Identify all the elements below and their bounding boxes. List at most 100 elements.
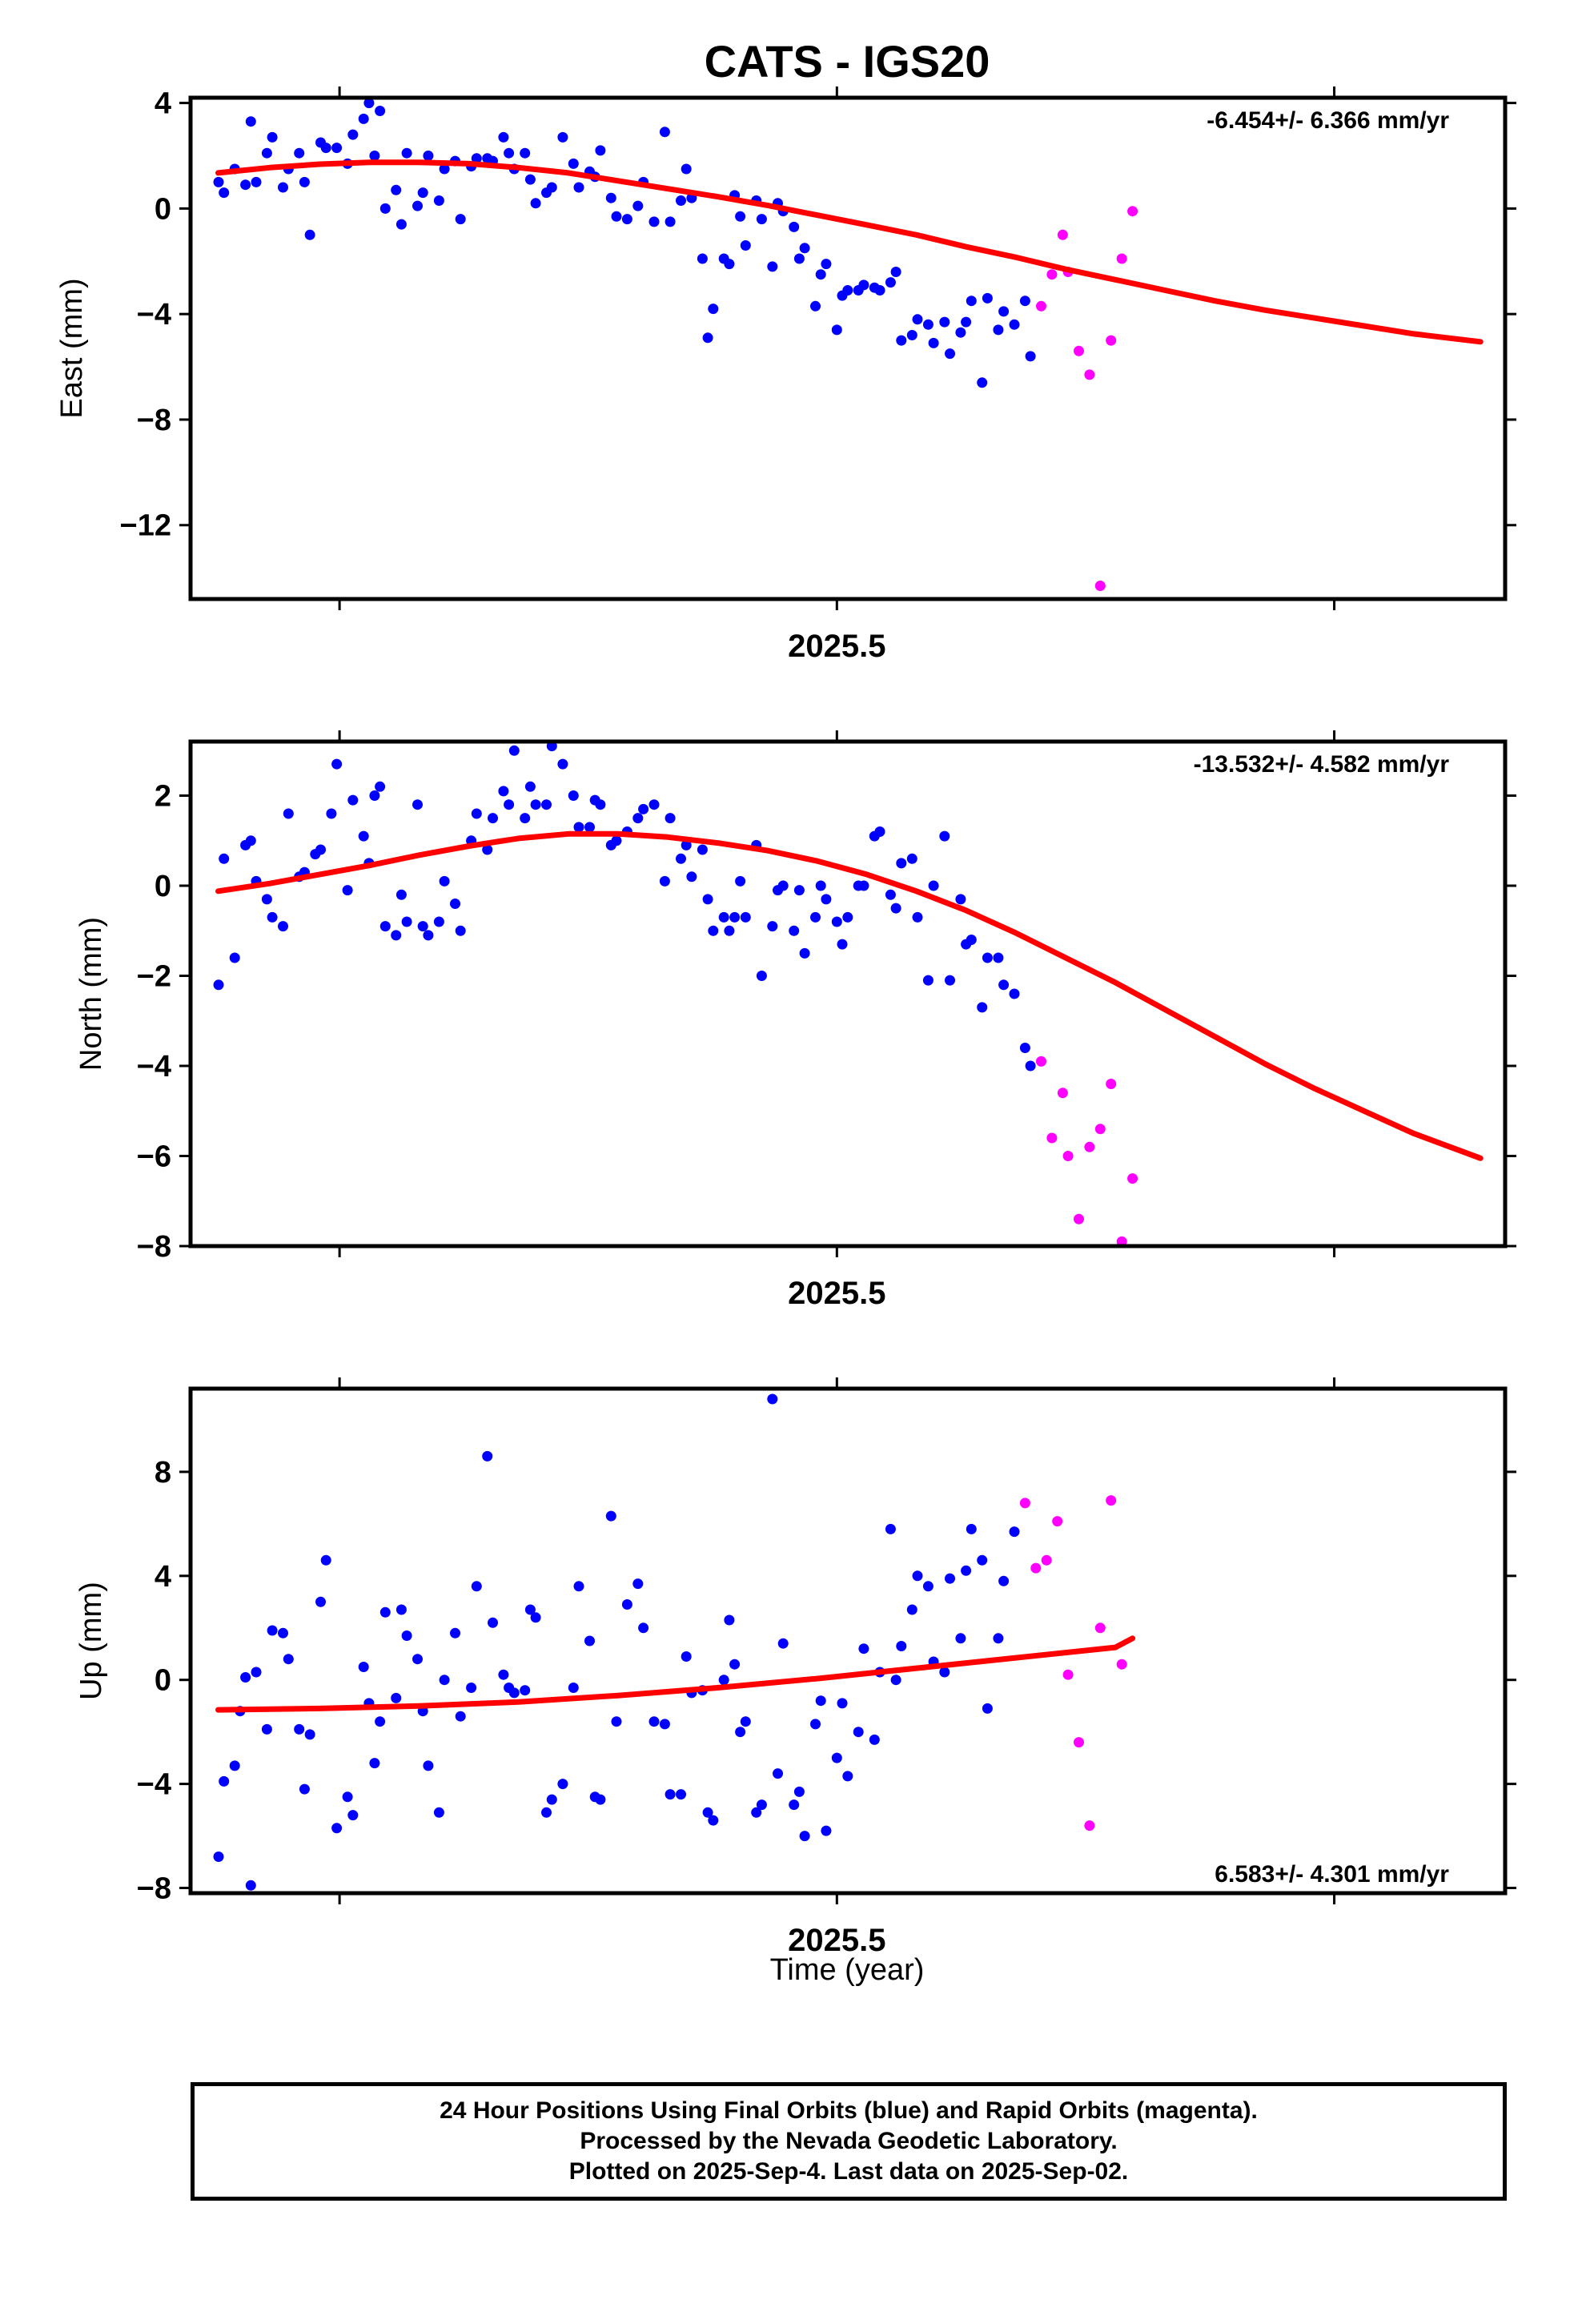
x-axis-label: Time (year) <box>770 1953 925 1987</box>
east-final-orbit-point <box>874 285 885 296</box>
east-xtick-label: 2025.5 <box>788 629 885 664</box>
east-final-orbit-point <box>401 147 412 159</box>
up-final-orbit-point <box>520 1685 531 1696</box>
north-ytick-label: 0 <box>155 870 171 903</box>
north-final-orbit-point <box>1019 1043 1030 1053</box>
east-ytick-label: −8 <box>137 404 171 437</box>
north-final-orbit-point <box>821 894 832 905</box>
north-final-orbit-point <box>508 745 520 756</box>
east-rapid-orbit-point <box>1127 206 1138 217</box>
up-final-orbit-point <box>471 1581 482 1592</box>
north-final-orbit-point <box>890 903 901 914</box>
east-final-orbit-point <box>379 203 391 214</box>
north-final-orbit-point <box>439 875 450 887</box>
east-final-orbit-point <box>977 377 988 388</box>
up-final-orbit-point <box>982 1703 993 1714</box>
north-final-orbit-point <box>1009 988 1020 999</box>
north-final-orbit-point <box>229 952 240 963</box>
east-final-orbit-point <box>885 277 896 288</box>
north-final-orbit-point <box>702 894 713 905</box>
up-ytick-label: 0 <box>155 1664 171 1698</box>
up-plot-frame <box>188 1386 1508 1896</box>
north-ytick-label: −4 <box>137 1050 171 1084</box>
east-final-orbit-point <box>240 179 251 191</box>
north-final-orbit-point <box>708 925 719 936</box>
north-final-orbit-point <box>342 885 353 896</box>
up-final-orbit-point <box>488 1617 498 1628</box>
up-final-orbit-point <box>219 1775 230 1787</box>
north-final-orbit-point <box>396 889 407 900</box>
up-ytick-label: 4 <box>155 1560 171 1594</box>
east-final-orbit-point <box>219 187 230 199</box>
north-final-orbit-point <box>729 911 741 923</box>
north-final-orbit-point <box>455 925 466 936</box>
east-final-orbit-point <box>681 163 692 175</box>
east-rate-label: -6.454+/- 6.366 mm/yr <box>1207 107 1449 134</box>
up-final-orbit-point <box>638 1622 649 1634</box>
up-final-orbit-point <box>498 1669 509 1680</box>
north-ytick-label: 2 <box>155 780 171 814</box>
east-final-orbit-point <box>396 219 407 230</box>
north-rapid-orbit-point <box>1057 1088 1068 1099</box>
north-final-orbit-point <box>504 799 515 810</box>
east-final-orbit-point <box>928 337 939 348</box>
east-final-orbit-point <box>439 163 450 175</box>
up-final-orbit-point <box>799 1831 810 1842</box>
north-final-orbit-point <box>799 947 810 959</box>
east-ytick-label: 4 <box>155 87 171 121</box>
up-ytick-label: −4 <box>137 1768 171 1802</box>
east-final-orbit-point <box>251 176 262 187</box>
north-final-orbit-point <box>789 925 800 936</box>
north-final-orbit-point <box>423 930 434 941</box>
figure-title: CATS - IGS20 <box>705 36 990 86</box>
north-final-orbit-point <box>638 803 649 814</box>
up-final-orbit-point <box>412 1654 423 1665</box>
east-final-orbit-point <box>939 316 950 328</box>
north-final-orbit-point <box>777 880 789 891</box>
north-final-orbit-point <box>815 880 826 891</box>
up-final-orbit-point <box>939 1667 950 1678</box>
up-final-orbit-point <box>831 1752 842 1763</box>
north-rapid-orbit-point <box>1094 1124 1106 1135</box>
east-final-orbit-point <box>858 279 869 291</box>
east-final-orbit-point <box>498 131 509 143</box>
up-final-orbit-point <box>304 1729 315 1740</box>
up-final-orbit-point <box>261 1723 272 1735</box>
up-final-orbit-point <box>853 1727 864 1738</box>
up-final-orbit-point <box>245 1880 256 1891</box>
up-rapid-orbit-point <box>1106 1495 1117 1506</box>
up-final-orbit-point <box>283 1654 294 1665</box>
north-final-orbit-point <box>267 911 278 923</box>
east-final-orbit-point <box>961 316 972 328</box>
east-final-orbit-point <box>993 324 1004 336</box>
east-trend-line <box>215 159 1484 345</box>
up-final-orbit-point <box>541 1807 552 1818</box>
north-final-orbit-point <box>966 935 977 945</box>
north-final-orbit-point <box>391 930 402 941</box>
east-final-orbit-point <box>896 335 907 346</box>
east-final-orbit-point <box>363 98 375 109</box>
north-final-orbit-point <box>648 799 660 810</box>
north-final-orbit-point <box>955 894 966 905</box>
north-final-orbit-point <box>842 911 853 923</box>
north-final-orbit-point <box>573 822 584 833</box>
east-final-orbit-point <box>815 269 826 280</box>
north-final-orbit-point <box>912 911 923 923</box>
up-final-orbit-point <box>718 1675 729 1686</box>
footer-line-3: Plotted on 2025-Sep-4. Last data on 2025… <box>568 2158 1129 2185</box>
north-final-orbit-point <box>245 835 256 846</box>
north-final-orbit-point <box>482 844 493 855</box>
up-final-orbit-point <box>793 1786 805 1797</box>
north-final-orbit-point <box>331 758 343 770</box>
north-ytick-label: −6 <box>137 1140 171 1174</box>
up-rapid-orbit-point <box>1052 1516 1063 1527</box>
north-final-orbit-point <box>945 975 955 986</box>
up-ytick-label: 8 <box>155 1456 171 1490</box>
east-rapid-orbit-point <box>1084 369 1095 380</box>
east-final-orbit-point <box>417 187 428 199</box>
up-final-orbit-point <box>229 1760 240 1771</box>
up-final-orbit-point <box>546 1794 557 1805</box>
north-final-orbit-point <box>471 808 482 819</box>
up-final-orbit-point <box>375 1716 386 1727</box>
